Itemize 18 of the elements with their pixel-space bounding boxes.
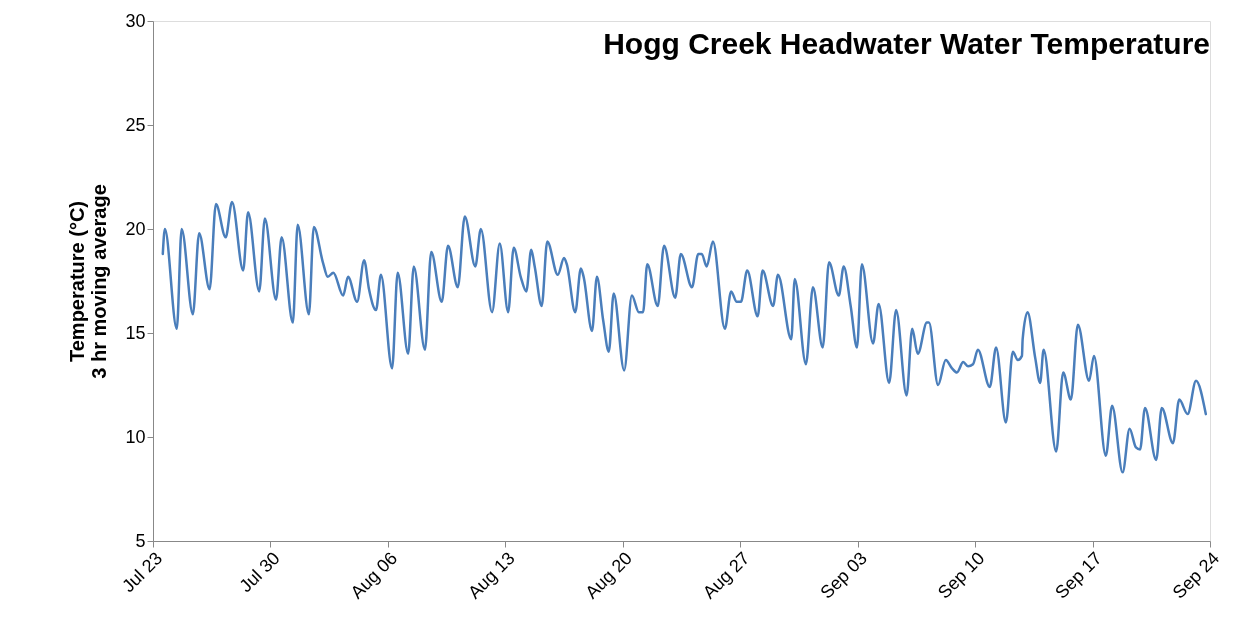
x-tick-label: Sep 24 bbox=[1168, 548, 1224, 603]
y-axis-title: Temperature (°C) 3 hr moving average bbox=[66, 184, 111, 379]
x-tick-label: Aug 20 bbox=[581, 548, 637, 603]
y-tick-label: 20 bbox=[125, 218, 146, 239]
y-tick-label: 10 bbox=[125, 426, 146, 447]
x-tick-label: Aug 06 bbox=[346, 548, 402, 603]
y-tick-label: 5 bbox=[135, 530, 146, 551]
x-tick-label: Jul 30 bbox=[235, 548, 284, 597]
x-tick-label: Sep 10 bbox=[933, 548, 989, 603]
y-tick-label: 25 bbox=[125, 114, 146, 135]
x-tick-label: Sep 17 bbox=[1051, 548, 1106, 603]
x-tick-label: Aug 13 bbox=[464, 548, 519, 603]
y-tick-label: 15 bbox=[125, 322, 146, 343]
x-tick-label: Aug 27 bbox=[698, 548, 754, 603]
y-tick-label: 30 bbox=[125, 10, 146, 31]
x-tick-label: Jul 23 bbox=[118, 548, 167, 597]
chart-title: Hogg Creek Headwater Water Temperature bbox=[603, 27, 1210, 60]
x-tick-label: Sep 03 bbox=[816, 548, 871, 603]
